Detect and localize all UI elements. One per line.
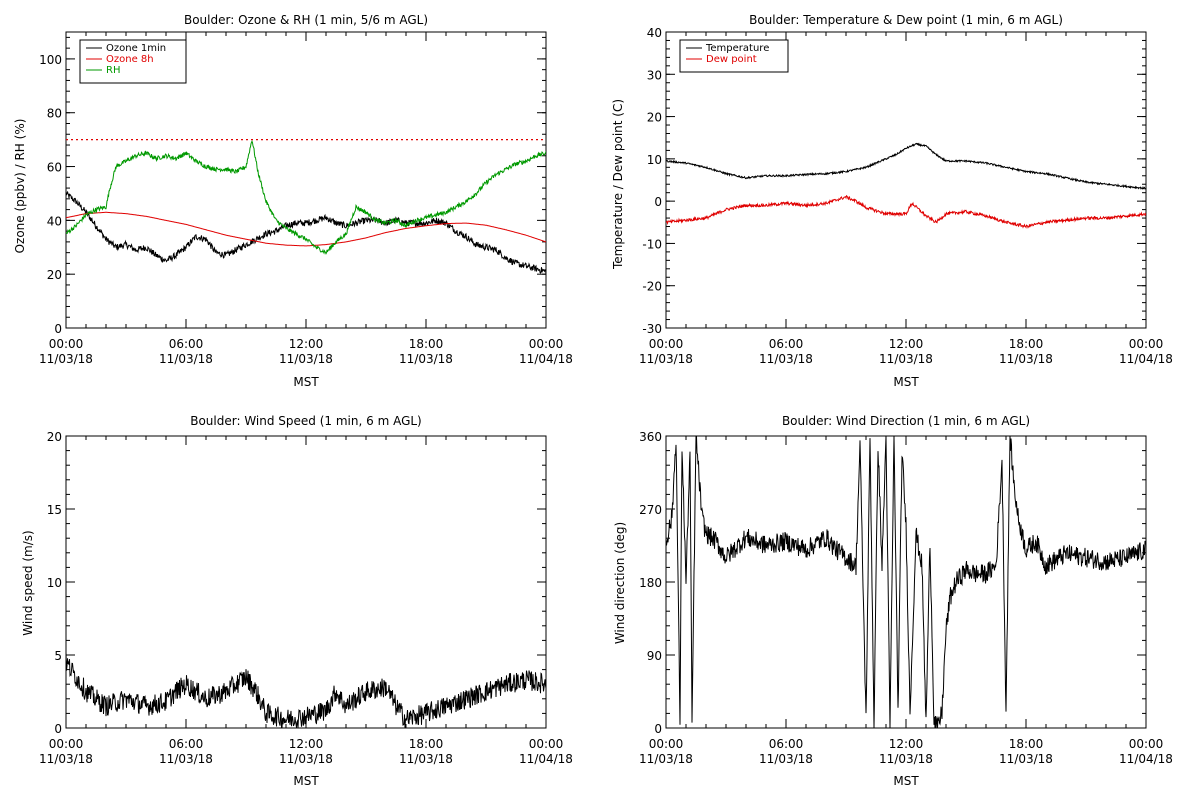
temperature-dewpoint-ylabel: Temperature / Dew point (C) xyxy=(611,99,625,270)
ozone-rh-legend-label: Ozone 8h xyxy=(106,54,154,65)
temperature-dewpoint-x-tick-date: 11/04/18 xyxy=(1119,352,1173,366)
wind-speed-x-tick-date: 11/04/18 xyxy=(519,752,573,766)
ozone-rh-series-ozone-1min xyxy=(66,191,546,275)
ozone-rh-legend-label: Ozone 1min xyxy=(106,43,166,54)
temperature-dewpoint-legend-label: Dew point xyxy=(706,54,757,65)
ozone-rh-x-tick-time: 06:00 xyxy=(169,337,204,351)
temperature-dewpoint-plot-frame xyxy=(665,31,1147,329)
ozone-rh-legend xyxy=(79,39,187,84)
temperature-dewpoint-x-tick-date: 11/03/18 xyxy=(759,352,813,366)
wind-speed-x-tick-date: 11/03/18 xyxy=(279,752,333,766)
ozone-rh-x-tick-time: 00:00 xyxy=(49,337,84,351)
ozone-rh-x-tick-date: 11/04/18 xyxy=(519,352,573,366)
temperature-dewpoint-panel: Boulder: Temperature & Dew point (1 min,… xyxy=(611,13,1173,389)
wind-direction-x-tick-date: 11/03/18 xyxy=(879,752,933,766)
temperature-dewpoint-y-tick-label: 10 xyxy=(647,153,662,167)
ozone-rh-panel: Boulder: Ozone & RH (1 min, 5/6 m AGL) O… xyxy=(13,13,573,389)
temperature-dewpoint-x-tick-time: 12:00 xyxy=(889,337,924,351)
temperature-dewpoint-xlabel: MST xyxy=(893,375,919,389)
ozone-rh-y-tick-label: 100 xyxy=(39,53,62,67)
wind-speed-ylabel: Wind speed (m/s) xyxy=(21,530,35,635)
wind-speed-plot-frame xyxy=(65,435,547,729)
wind-speed-y-tick-label: 20 xyxy=(47,430,62,444)
ozone-rh-x-tick-date: 11/03/18 xyxy=(399,352,453,366)
wind-speed-x-tick-date: 11/03/18 xyxy=(159,752,213,766)
temperature-dewpoint-y-tick-label: -20 xyxy=(642,280,662,294)
wind-speed-x-tick-time: 00:00 xyxy=(49,737,84,751)
temperature-dewpoint-y-tick-label: 40 xyxy=(647,26,662,40)
temperature-dewpoint-x-tick-date: 11/03/18 xyxy=(879,352,933,366)
wind-speed-xlabel: MST xyxy=(293,774,319,788)
wind-speed-x-tick-time: 00:00 xyxy=(529,737,564,751)
temperature-dewpoint-x-tick-date: 11/03/18 xyxy=(639,352,693,366)
temperature-dewpoint-title: Boulder: Temperature & Dew point (1 min,… xyxy=(749,13,1063,27)
wind-speed-x-tick-time: 18:00 xyxy=(409,737,444,751)
wind-direction-y-tick-label: 360 xyxy=(639,430,662,444)
ozone-rh-x-tick-date: 11/03/18 xyxy=(159,352,213,366)
wind-speed-panel: Boulder: Wind Speed (1 min, 6 m AGL) Win… xyxy=(21,414,573,788)
wind-speed-x-tick-date: 11/03/18 xyxy=(399,752,453,766)
temperature-dewpoint-y-tick-label: 20 xyxy=(647,111,662,125)
wind-speed-y-tick-label: 5 xyxy=(54,649,62,663)
wind-speed-x-tick-date: 11/03/18 xyxy=(39,752,93,766)
ozone-rh-y-tick-label: 80 xyxy=(47,107,62,121)
wind-direction-y-tick-label: 180 xyxy=(639,576,662,590)
ozone-rh-y-tick-label: 60 xyxy=(47,161,62,175)
ozone-rh-series-ozone-8h xyxy=(66,211,546,247)
wind-direction-y-tick-label: 90 xyxy=(647,649,662,663)
ozone-rh-title: Boulder: Ozone & RH (1 min, 5/6 m AGL) xyxy=(184,13,428,27)
ozone-rh-y-tick-label: 20 xyxy=(47,268,62,282)
wind-direction-x-tick-time: 12:00 xyxy=(889,737,924,751)
wind-direction-x-tick-time: 00:00 xyxy=(1129,737,1164,751)
temperature-dewpoint-x-tick-time: 06:00 xyxy=(769,337,804,351)
temperature-dewpoint-legend xyxy=(679,39,789,73)
wind-speed-y-tick-label: 10 xyxy=(47,576,62,590)
temperature-dewpoint-y-tick-label: 30 xyxy=(647,68,662,82)
wind-direction-y-tick-label: 270 xyxy=(639,503,662,517)
wind-speed-x-tick-time: 12:00 xyxy=(289,737,324,751)
wind-direction-series-line xyxy=(666,436,1146,728)
temperature-dewpoint-y-tick-label: -10 xyxy=(642,237,662,251)
wind-direction-panel: Boulder: Wind Direction (1 min, 6 m AGL)… xyxy=(613,414,1173,788)
wind-direction-x-tick-date: 11/03/18 xyxy=(999,752,1053,766)
wind-speed-title: Boulder: Wind Speed (1 min, 6 m AGL) xyxy=(190,414,422,428)
wind-speed-y-tick-label: 0 xyxy=(54,722,62,736)
wind-speed-y-tick-label: 15 xyxy=(47,503,62,517)
wind-direction-x-tick-time: 18:00 xyxy=(1009,737,1044,751)
ozone-rh-x-tick-date: 11/03/18 xyxy=(279,352,333,366)
temperature-dewpoint-x-tick-date: 11/03/18 xyxy=(999,352,1053,366)
temperature-dewpoint-x-tick-time: 18:00 xyxy=(1009,337,1044,351)
temperature-dewpoint-y-tick-label: -30 xyxy=(642,322,662,336)
ozone-rh-series-rh xyxy=(66,140,546,255)
wind-direction-plot-frame xyxy=(665,435,1147,729)
temperature-dewpoint-series-temperature xyxy=(666,142,1146,190)
wind-direction-x-tick-date: 11/03/18 xyxy=(759,752,813,766)
ozone-rh-ylabel: Ozone (ppbv) / RH (%) xyxy=(13,119,27,254)
wind-direction-xlabel: MST xyxy=(893,774,919,788)
wind-direction-title: Boulder: Wind Direction (1 min, 6 m AGL) xyxy=(782,414,1030,428)
temperature-dewpoint-x-tick-time: 00:00 xyxy=(1129,337,1164,351)
temperature-dewpoint-y-tick-label: 0 xyxy=(654,195,662,209)
ozone-rh-legend-label: RH xyxy=(106,65,120,76)
wind-speed-series-line xyxy=(66,652,546,728)
ozone-rh-y-tick-label: 0 xyxy=(54,322,62,336)
wind-direction-x-tick-time: 00:00 xyxy=(649,737,684,751)
wind-direction-x-tick-date: 11/03/18 xyxy=(639,752,693,766)
ozone-rh-xlabel: MST xyxy=(293,375,319,389)
wind-direction-x-tick-date: 11/04/18 xyxy=(1119,752,1173,766)
wind-direction-y-tick-label: 0 xyxy=(654,722,662,736)
wind-direction-x-tick-time: 06:00 xyxy=(769,737,804,751)
ozone-rh-x-tick-date: 11/03/18 xyxy=(39,352,93,366)
wind-direction-ylabel: Wind direction (deg) xyxy=(613,522,627,644)
ozone-rh-x-tick-time: 00:00 xyxy=(529,337,564,351)
ozone-rh-y-tick-label: 40 xyxy=(47,214,62,228)
temperature-dewpoint-series-dew-point xyxy=(666,194,1146,229)
temperature-dewpoint-legend-label: Temperature xyxy=(705,43,769,54)
temperature-dewpoint-x-tick-time: 00:00 xyxy=(649,337,684,351)
wind-speed-x-tick-time: 06:00 xyxy=(169,737,204,751)
ozone-rh-x-tick-time: 12:00 xyxy=(289,337,324,351)
ozone-rh-x-tick-time: 18:00 xyxy=(409,337,444,351)
